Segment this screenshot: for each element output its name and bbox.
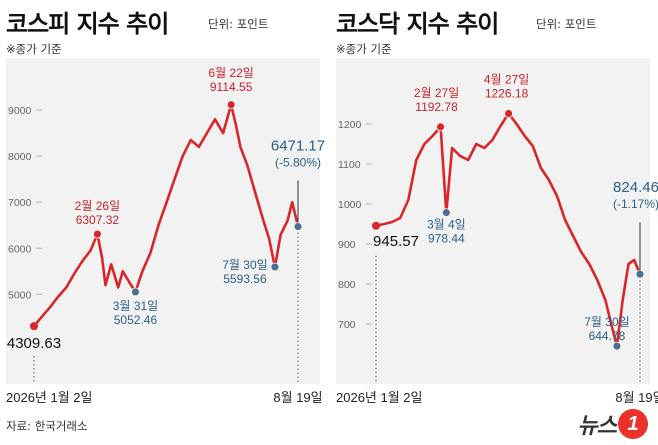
kospi-start-value-label: 4309.63: [7, 335, 61, 352]
kosdaq-latest-value: 824.46: [613, 179, 658, 196]
kosdaq-annotation-value: 644.78: [589, 329, 626, 343]
kospi-annotation-date: 2월 26일: [75, 199, 120, 213]
kospi-marker-2026-07-30: [270, 262, 280, 272]
kosdaq-annotation-date: 3월 4일: [427, 218, 466, 232]
kospi-unit-label: 단위: 포인트: [208, 17, 269, 31]
kosdaq-annotation-date: 4월 27일: [484, 73, 529, 87]
logo-text: 뉴스: [577, 414, 617, 439]
kospi-ytick-label: 6000: [8, 243, 32, 255]
kosdaq-ytick-label: 800: [338, 279, 356, 291]
kospi-marker-2026-08-19: [293, 222, 303, 231]
source-note: 자료: 한국거래소: [6, 419, 88, 433]
kosdaq-marker-2026-04-27: [504, 109, 513, 118]
kospi-annotation-value: 6307.32: [76, 213, 120, 227]
kosdaq-xlabel-start: 2026년 1월 2일: [336, 390, 422, 405]
kospi-annotation-value: 9114.55: [210, 80, 253, 94]
kosdaq-marker-2026-03-04: [441, 208, 451, 218]
kosdaq-annotation-date: 7월 30일: [584, 315, 629, 329]
kosdaq-ytick-label: 1200: [338, 119, 362, 131]
kosdaq-start-marker: [372, 221, 380, 230]
kosdaq-latest-change: (-1.17%): [613, 197, 658, 211]
kospi-latest-change: (-5.80%): [275, 156, 321, 170]
kospi-marker-2026-03-31: [131, 287, 140, 297]
kospi-plot-background: [6, 58, 320, 384]
kosdaq-ytick-label: 700: [338, 319, 356, 331]
kospi-title: 코스피 지수 추이: [6, 10, 169, 38]
kosdaq-title: 코스닥 지수 추이: [336, 10, 499, 38]
kosdaq-plot-background: [336, 58, 650, 384]
kospi-start-marker: [30, 322, 38, 331]
kospi-ytick-label: 5000: [8, 289, 32, 301]
kospi-xlabel-end: 8월 19일: [273, 390, 322, 405]
kosdaq-ytick-label: 1100: [338, 159, 361, 171]
kospi-xlabel-start: 2026년 1월 2일: [6, 390, 92, 405]
kosdaq-ytick-label: 1000: [338, 199, 362, 211]
kospi-marker-2026-02-26: [93, 229, 102, 239]
kosdaq-unit-label: 단위: 포인트: [536, 17, 597, 31]
kospi-note: ※종가 기준: [6, 42, 62, 56]
kospi-annotation-date: 3월 31일: [113, 299, 158, 313]
kosdaq-annotation-date: 2월 27일: [414, 86, 459, 100]
logo-mark: 1: [618, 409, 648, 439]
kospi-annotation-value: 5052.46: [114, 313, 158, 327]
kosdaq-marker-2026-08-19: [635, 269, 645, 279]
kospi-ytick-label: 9000: [8, 105, 32, 117]
kospi-ytick-label: 7000: [8, 197, 32, 209]
news1-logo: 뉴스 1: [578, 408, 648, 440]
kosdaq-marker-2026-07-30: [612, 341, 622, 351]
kosdaq-ytick-label: 900: [338, 239, 356, 251]
kosdaq-series-line: [375, 112, 642, 348]
kospi-annotation-date: 7월 30일: [222, 258, 267, 272]
kosdaq-note: ※종가 기준: [336, 42, 392, 56]
kospi-annotation-date: 6월 22일: [208, 66, 253, 80]
kosdaq-marker-2026-02-27: [436, 122, 445, 132]
kosdaq-annotation-value: 1226.18: [485, 87, 529, 101]
kospi-series-line: [33, 103, 300, 327]
kosdaq-start-value-label: 945.57: [373, 233, 419, 250]
kospi-marker-2026-06-22: [226, 100, 236, 110]
kospi-latest-value: 6471.17: [271, 138, 325, 155]
kospi-annotation-value: 5593.56: [223, 272, 267, 286]
kosdaq-xlabel-end: 8월 19일: [615, 390, 658, 405]
kosdaq-annotation-value: 1192.78: [415, 100, 458, 114]
kosdaq-annotation-value: 978.44: [428, 232, 465, 246]
kospi-ytick-label: 8000: [8, 151, 32, 163]
